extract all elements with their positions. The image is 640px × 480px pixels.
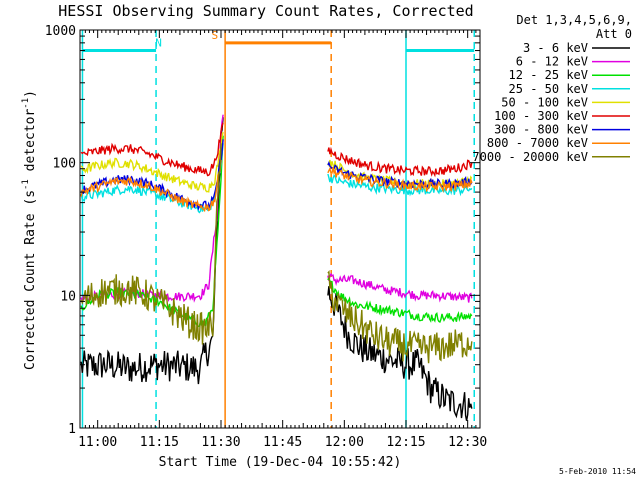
series-line-0 bbox=[80, 117, 473, 421]
x-tick-label-5: 12:15 bbox=[386, 435, 425, 450]
legend-label-8: 7000 - 20000 keV bbox=[472, 150, 588, 164]
observing-bar-label-0: N bbox=[155, 37, 162, 50]
series-layer bbox=[80, 114, 473, 421]
y-tick-label-2: 100 bbox=[53, 157, 76, 172]
x-tick-label-4: 12:00 bbox=[325, 435, 364, 450]
series-line-5 bbox=[80, 122, 473, 178]
legend-label-1: 6 - 12 keV bbox=[516, 55, 588, 69]
x-tick-label-3: 11:45 bbox=[263, 435, 302, 450]
series-line-1 bbox=[80, 114, 473, 303]
y-axis-label-mid: detector bbox=[23, 109, 38, 180]
y-axis-label-sup2: -1 bbox=[21, 98, 31, 109]
legend-label-0: 3 - 6 keV bbox=[523, 41, 588, 55]
legend-label-3: 25 - 50 keV bbox=[509, 82, 588, 96]
series-line-8 bbox=[80, 143, 473, 364]
legend-label-5: 100 - 300 keV bbox=[494, 109, 588, 123]
x-tick-label-6: 12:30 bbox=[448, 435, 487, 450]
y-tick-label-1: 10 bbox=[60, 289, 76, 304]
legend-header-line1: Det 1,3,4,5,6,9, bbox=[516, 13, 632, 27]
legend-label-7: 800 - 7000 keV bbox=[487, 136, 588, 150]
series-line-7 bbox=[80, 159, 473, 213]
observing-bar-label-1: S bbox=[212, 29, 219, 42]
chart-title: HESSI Observing Summary Count Rates, Cor… bbox=[58, 2, 473, 20]
x-tick-label-0: 11:00 bbox=[78, 435, 117, 450]
legend-label-6: 300 - 800 keV bbox=[494, 123, 588, 137]
x-axis: 11:00 11:15 11:30 11:45 12:00 12:15 12:30 bbox=[78, 30, 487, 450]
timestamp: 5-Feb-2010 11:54 bbox=[559, 467, 636, 476]
plot-frame bbox=[79, 29, 481, 429]
y-axis: 1 10 100 1000 bbox=[45, 24, 480, 437]
legend-header-line2: Att 0 bbox=[596, 27, 632, 41]
y-axis-label-sup1: -1 bbox=[21, 179, 31, 190]
legend-label-2: 12 - 25 keV bbox=[509, 68, 588, 82]
x-axis-label: Start Time (19-Dec-04 10:55:42) bbox=[159, 455, 402, 470]
x-tick-label-2: 11:30 bbox=[201, 435, 240, 450]
legend-label-4: 50 - 100 keV bbox=[501, 95, 588, 109]
y-tick-label-0: 1 bbox=[68, 422, 76, 437]
y-axis-label-end: ) bbox=[23, 90, 38, 98]
y-axis-label: Corrected Count Rate (s-1 detector-1) bbox=[21, 90, 38, 370]
x-tick-label-1: 11:15 bbox=[140, 435, 179, 450]
y-axis-label-main: Corrected Count Rate (s bbox=[23, 190, 38, 370]
y-tick-label-3: 1000 bbox=[45, 24, 76, 39]
